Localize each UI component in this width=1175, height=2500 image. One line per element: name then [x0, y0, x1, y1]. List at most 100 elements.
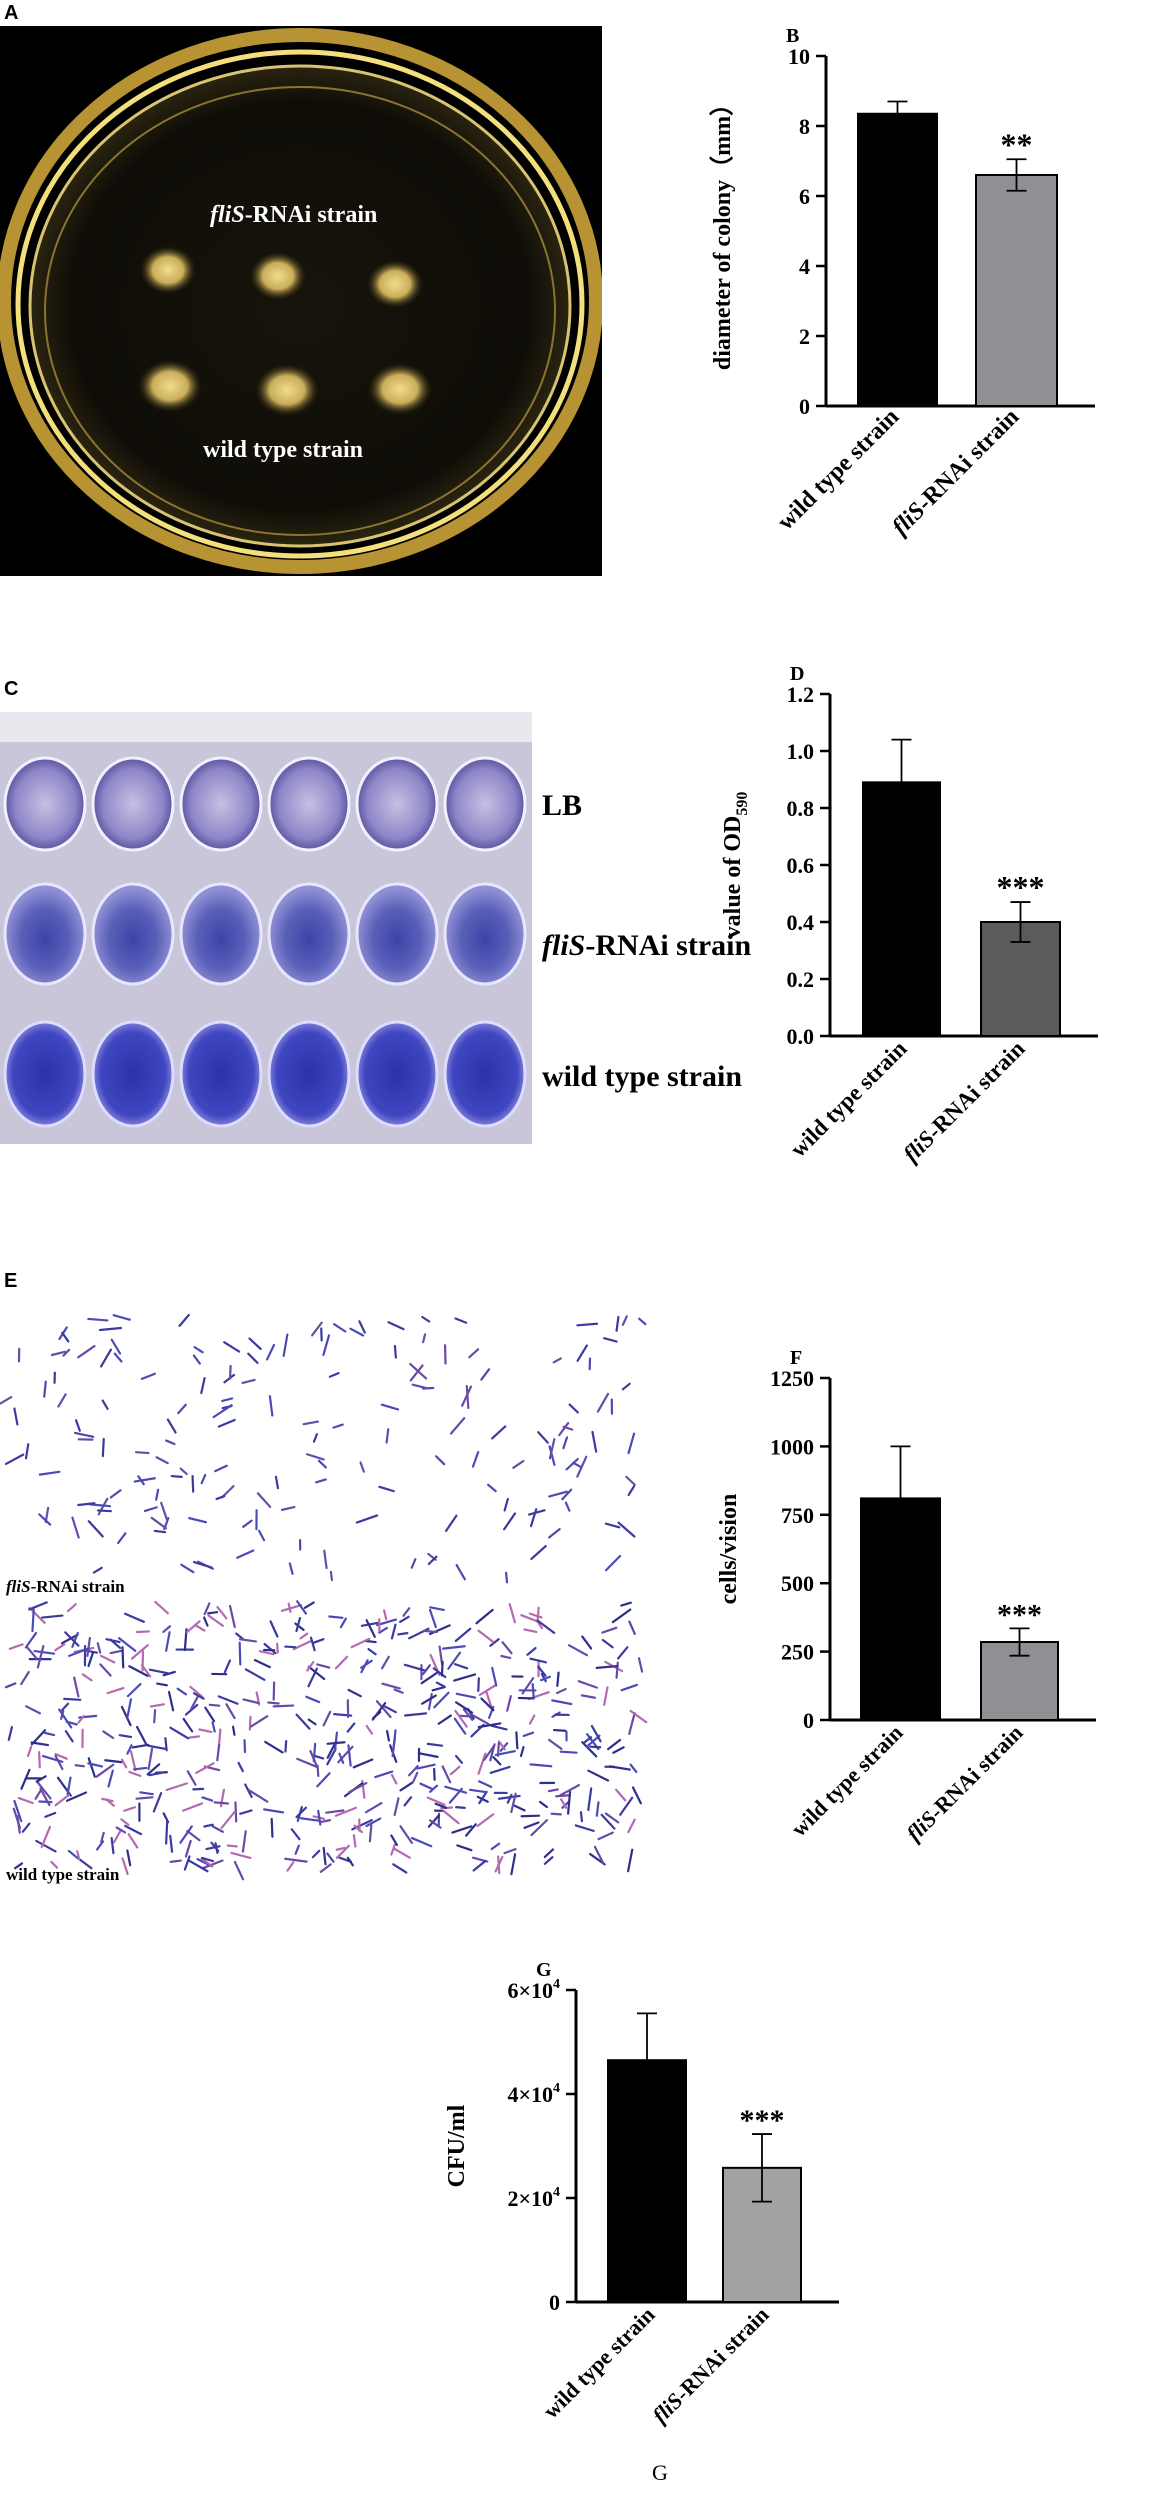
significance-marker: ** [1001, 126, 1033, 162]
bacterium-rod [147, 1747, 154, 1771]
y-tick-label: 0 [803, 1708, 814, 1733]
bacterium-rod [399, 1615, 410, 1623]
bacterium-rod [276, 1642, 279, 1654]
bacterium-rod [87, 1520, 104, 1538]
bacterium-rod [120, 1818, 130, 1826]
bacterium-rod [453, 1717, 467, 1735]
bacterium-rod [201, 1859, 224, 1870]
petri-label-flis: fliS-RNAi strain [210, 202, 377, 228]
bacterium-rod [73, 1676, 80, 1698]
bacterium-rod [126, 1682, 142, 1698]
micro-label-flis: fliS-RNAi strain [6, 1577, 125, 1596]
bacterium-rod [150, 1516, 168, 1530]
bacterium-rod [629, 1709, 648, 1724]
significance-marker: *** [997, 869, 1045, 905]
bacterium-rod [296, 1757, 318, 1769]
y-tick-label: 0 [549, 2290, 560, 2315]
bacterium-rod [99, 1663, 112, 1677]
bacterium-rod [96, 1642, 102, 1654]
bacterium-rod [195, 1762, 215, 1775]
bacterium-rod [417, 1752, 439, 1758]
bacterium-rod [68, 1647, 91, 1657]
bacterium-rod [226, 1844, 238, 1848]
y-tick-label: 750 [781, 1503, 814, 1528]
bacterium-rod [87, 1317, 109, 1322]
bacterium-rod [225, 1703, 236, 1720]
bacterium-rod [548, 1445, 556, 1466]
bacterium-rod [319, 1863, 332, 1873]
bacterium-rod [188, 1735, 201, 1739]
bar-flis-rnai [975, 174, 1058, 407]
bacterium-rod [397, 1632, 409, 1636]
bacterium-rod [536, 1606, 540, 1622]
bacterium-rod [600, 1813, 616, 1830]
bacterium-rod [221, 1397, 234, 1403]
bacterium-rod [99, 1654, 116, 1664]
bacterium-rod [242, 1519, 253, 1528]
bacterium-rod [228, 1364, 232, 1380]
bacterium-rod [435, 1681, 446, 1688]
bacterium-rod [128, 1665, 149, 1677]
bacterium-rod [339, 1617, 347, 1629]
bacterium-rod [303, 1601, 315, 1609]
bacterium-rod [102, 1730, 115, 1740]
bacterium-rod [365, 1817, 382, 1828]
bacterium-rod [604, 1522, 621, 1529]
bacterium-rod [338, 1752, 345, 1764]
bacterium-rod [487, 1483, 497, 1493]
bacterium-rod [115, 1826, 127, 1834]
bacterium-rod [442, 1809, 460, 1825]
bacterium-rod [328, 1615, 344, 1619]
bacterium-rod [390, 1834, 399, 1847]
bacterium-rod [64, 1730, 74, 1743]
bacterium-rod [427, 1555, 438, 1566]
y-tick-label: 250 [781, 1640, 814, 1665]
bacterium-rod [36, 1644, 45, 1669]
bacterium-rod [253, 1659, 271, 1669]
bacterium-rod [540, 1672, 547, 1683]
bacterium-rod [313, 1754, 325, 1760]
bacterium-rod [312, 1638, 325, 1644]
bacterium-rod [263, 1808, 285, 1814]
bacterium-rod [256, 1492, 272, 1509]
bacterium-rod [186, 1829, 201, 1842]
bacterium-rod [66, 1776, 72, 1795]
bacterium-rod [365, 1724, 374, 1735]
bacterium-rod [135, 1725, 148, 1745]
bacterium-rod [214, 1464, 228, 1473]
bacterium-rod [403, 1663, 426, 1672]
y-tick-label: 4×104 [507, 2081, 560, 2107]
bacterium-rod [106, 1686, 125, 1695]
bacterium-rod [539, 1675, 552, 1682]
bacterium-rod [13, 1407, 19, 1426]
x-tick-label: fliS-RNAi strain [647, 2302, 773, 2428]
bacterium-rod [529, 1508, 538, 1528]
bacterium-rod [548, 1490, 568, 1498]
bacterium-rod [186, 1770, 197, 1786]
bacterium-rod [95, 1763, 115, 1778]
bacterium-rod [169, 1834, 174, 1853]
bacterium-rod [568, 1403, 580, 1414]
bacterium-rod [378, 1485, 395, 1493]
bacterium-rod [621, 1382, 631, 1391]
bacterium-rod [135, 1796, 154, 1800]
bacterium-rod [239, 1809, 253, 1815]
bacterium-rod [456, 1844, 473, 1852]
microscopy-photo: fliS-RNAi strain wild type strain [0, 1310, 650, 1890]
bacterium-rod [322, 1710, 332, 1727]
bacterium-rod [455, 1692, 477, 1699]
bacterium-rod [442, 1645, 466, 1650]
bacterium-rod [625, 1475, 636, 1486]
bacterium-rod [385, 1729, 390, 1742]
bacterium-rod [440, 1660, 444, 1677]
bacterium-rod [13, 1862, 24, 1870]
colony [140, 246, 196, 294]
bacterium-rod [76, 1850, 81, 1861]
bacterium-rod [399, 1781, 414, 1792]
bacterium-rod [118, 1734, 133, 1739]
bacterium-rod [604, 1812, 620, 1824]
bacterium-rod [110, 1837, 115, 1855]
bacterium-rod [621, 1315, 628, 1326]
bacterium-rod [353, 1824, 364, 1834]
bacterium-rod [607, 1738, 622, 1751]
